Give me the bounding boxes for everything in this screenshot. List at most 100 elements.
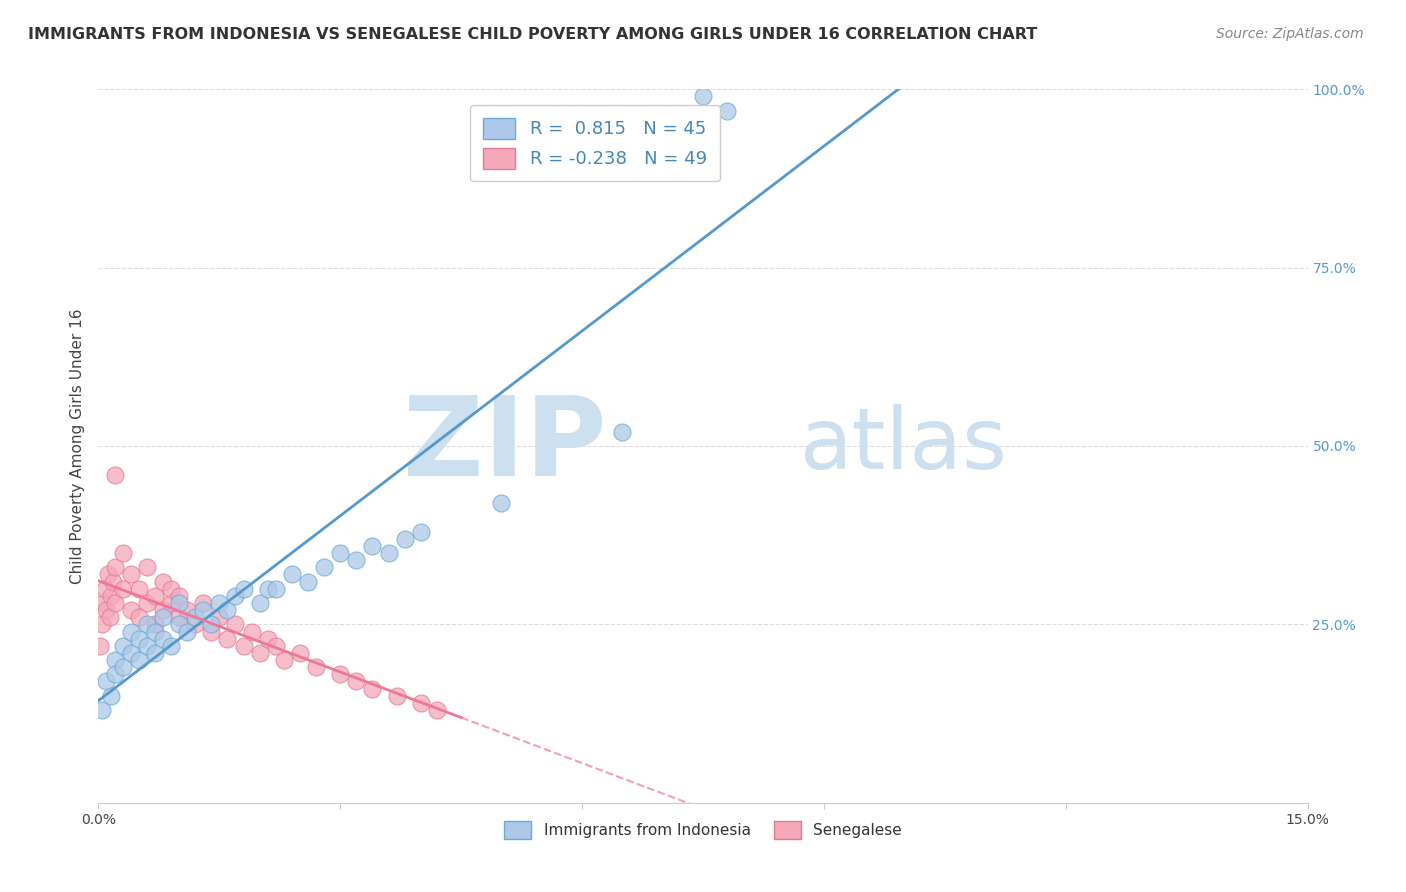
Text: ZIP: ZIP	[404, 392, 606, 500]
Point	[103, 467, 125, 482]
Point	[193, 603, 215, 617]
Text: IMMIGRANTS FROM INDONESIA VS SENEGALESE CHILD POVERTY AMONG GIRLS UNDER 16 CORRE: IMMIGRANTS FROM INDONESIA VS SENEGALESE …	[28, 27, 1038, 42]
Point	[344, 553, 367, 567]
Point	[94, 582, 117, 596]
Point	[281, 567, 304, 582]
Point	[167, 596, 190, 610]
Point	[97, 567, 120, 582]
Point	[329, 546, 352, 560]
Point	[111, 582, 134, 596]
Point	[128, 582, 150, 596]
Point	[128, 632, 150, 646]
Point	[96, 603, 118, 617]
Point	[184, 610, 207, 624]
Point	[152, 610, 174, 624]
Point	[224, 589, 246, 603]
Point	[135, 639, 157, 653]
Point	[394, 532, 416, 546]
Point	[91, 596, 114, 610]
Point	[273, 653, 295, 667]
Point	[184, 617, 207, 632]
Point	[377, 546, 399, 560]
Point	[314, 560, 336, 574]
Point	[232, 582, 254, 596]
Point	[612, 425, 634, 439]
Point	[167, 617, 190, 632]
Point	[111, 639, 134, 653]
Point	[152, 632, 174, 646]
Point	[89, 639, 111, 653]
Point	[101, 574, 124, 589]
Point	[217, 632, 239, 646]
Point	[208, 596, 231, 610]
Point	[668, 111, 690, 125]
Point	[143, 589, 166, 603]
Point	[120, 567, 142, 582]
Point	[120, 646, 142, 660]
Legend: Immigrants from Indonesia, Senegalese: Immigrants from Indonesia, Senegalese	[498, 815, 908, 845]
Point	[103, 560, 125, 574]
Point	[120, 603, 142, 617]
Point	[152, 603, 174, 617]
Point	[409, 696, 432, 710]
Point	[128, 653, 150, 667]
Point	[249, 596, 271, 610]
Point	[100, 589, 122, 603]
Point	[103, 667, 125, 681]
Point	[264, 582, 287, 596]
Point	[344, 674, 367, 689]
Point	[135, 617, 157, 632]
Text: Source: ZipAtlas.com: Source: ZipAtlas.com	[1216, 27, 1364, 41]
Point	[193, 596, 215, 610]
Point	[167, 589, 190, 603]
Point	[217, 603, 239, 617]
Point	[329, 667, 352, 681]
Point	[120, 624, 142, 639]
Point	[91, 703, 114, 717]
Point	[200, 624, 222, 639]
Point	[264, 639, 287, 653]
Point	[176, 624, 198, 639]
Point	[90, 617, 112, 632]
Point	[160, 582, 183, 596]
Point	[361, 681, 384, 696]
Point	[143, 624, 166, 639]
Point	[160, 639, 183, 653]
Point	[692, 89, 714, 103]
Point	[409, 524, 432, 539]
Point	[249, 646, 271, 660]
Point	[232, 639, 254, 653]
Point	[208, 610, 231, 624]
Text: atlas: atlas	[800, 404, 1008, 488]
Point	[143, 646, 166, 660]
Point	[135, 596, 157, 610]
Point	[143, 617, 166, 632]
Point	[240, 624, 263, 639]
Point	[152, 574, 174, 589]
Point	[224, 617, 246, 632]
Point	[160, 596, 183, 610]
Point	[103, 596, 125, 610]
Point	[96, 674, 118, 689]
Point	[297, 574, 319, 589]
Point	[491, 496, 513, 510]
Point	[111, 546, 134, 560]
Point	[256, 632, 278, 646]
Point	[103, 653, 125, 667]
Y-axis label: Child Poverty Among Girls Under 16: Child Poverty Among Girls Under 16	[69, 309, 84, 583]
Point	[361, 539, 384, 553]
Point	[111, 660, 134, 674]
Point	[176, 603, 198, 617]
Point	[128, 610, 150, 624]
Point	[135, 560, 157, 574]
Point	[100, 689, 122, 703]
Point	[98, 610, 121, 624]
Point	[385, 689, 408, 703]
Point	[716, 103, 738, 118]
Point	[200, 617, 222, 632]
Point	[305, 660, 328, 674]
Point	[167, 610, 190, 624]
Point	[256, 582, 278, 596]
Point	[288, 646, 311, 660]
Point	[426, 703, 449, 717]
